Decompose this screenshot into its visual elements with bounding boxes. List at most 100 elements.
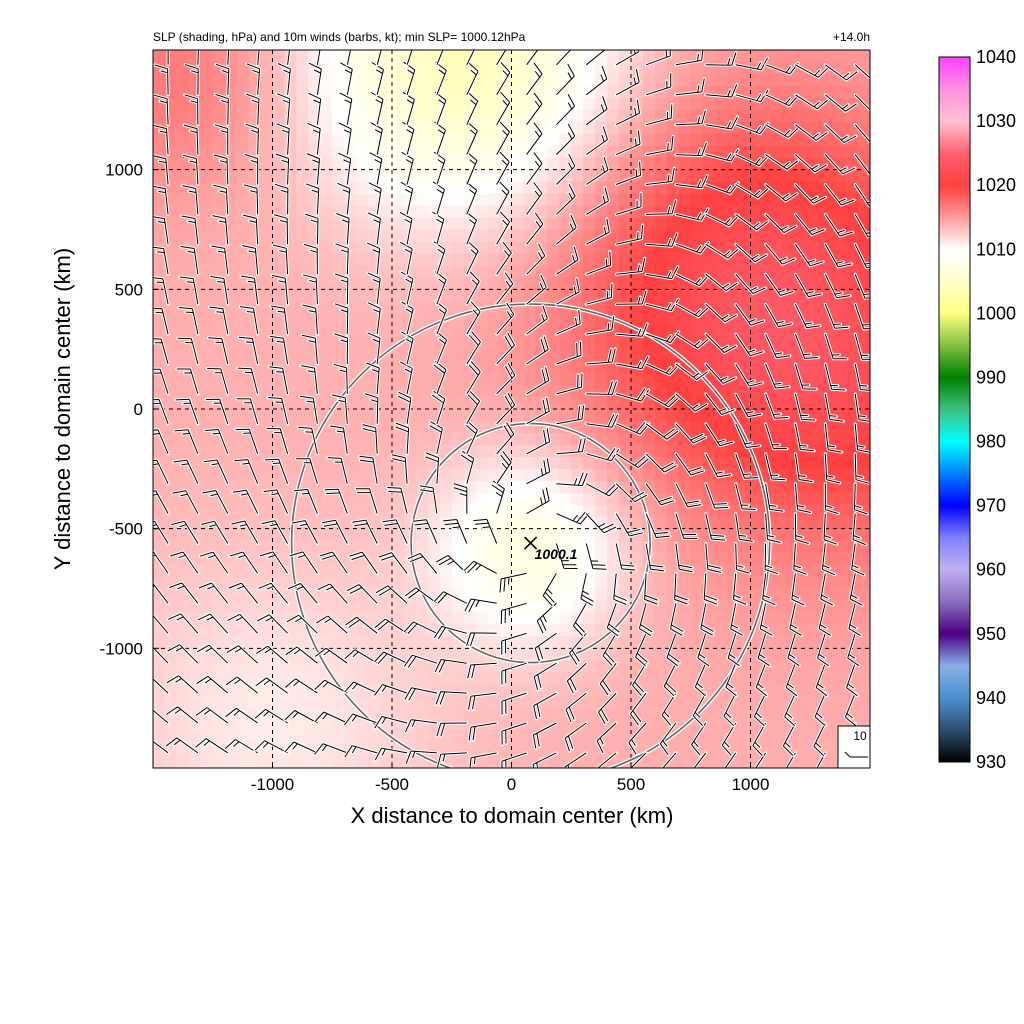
wind-barb xyxy=(473,518,498,544)
wind-barb xyxy=(469,752,497,768)
wind-barb xyxy=(255,677,288,694)
wind-barb xyxy=(272,244,289,275)
wind-barb xyxy=(735,423,761,448)
wind-barb xyxy=(566,662,587,694)
wind-barb xyxy=(526,336,549,365)
wind-barb xyxy=(382,519,408,544)
wind-barb xyxy=(208,337,229,365)
wind-barb xyxy=(336,213,350,245)
wind-barb xyxy=(374,651,408,665)
wind-barb xyxy=(172,490,199,514)
wind-barb xyxy=(735,333,764,357)
wind-barb xyxy=(374,716,408,729)
wind-barb xyxy=(402,91,415,125)
wind-barb xyxy=(580,573,594,606)
wind-barb xyxy=(202,490,229,514)
wind-barb xyxy=(854,94,870,111)
wind-barb xyxy=(824,333,847,360)
y-tick-label: 0 xyxy=(134,400,143,419)
wind-barb xyxy=(496,332,515,365)
wind-barb xyxy=(501,722,527,745)
wind-barb xyxy=(824,124,857,144)
wind-barb xyxy=(646,200,677,215)
wind-barb xyxy=(204,429,229,454)
wind-barb xyxy=(645,73,672,96)
wind-barb xyxy=(271,274,289,305)
wind-barb xyxy=(239,306,259,335)
wind-barb xyxy=(293,489,318,514)
wind-barb xyxy=(183,124,199,155)
wind-barb xyxy=(755,663,768,697)
wind-barb xyxy=(735,213,768,231)
wind-barb xyxy=(153,399,169,424)
wind-barb xyxy=(703,573,718,605)
wind-barb xyxy=(556,405,585,425)
wind-barb xyxy=(705,52,737,66)
wind-barb xyxy=(645,104,673,126)
wind-barb xyxy=(675,483,702,508)
wind-barb xyxy=(735,184,769,199)
colorbar-tick-label: 940 xyxy=(976,688,1006,708)
wind-barb xyxy=(359,455,378,484)
wind-barb xyxy=(733,573,747,605)
wind-barb xyxy=(319,551,348,574)
wind-barb xyxy=(542,573,557,607)
wind-barb xyxy=(705,116,738,130)
wind-barb xyxy=(824,94,857,112)
wind-barb xyxy=(433,151,446,185)
wind-barb xyxy=(675,273,709,287)
wind-barb xyxy=(214,124,229,155)
wind-barb xyxy=(854,363,870,391)
wind-barb xyxy=(555,543,578,569)
wind-barb xyxy=(307,122,321,155)
wind-barb xyxy=(199,551,229,574)
wind-barb xyxy=(228,582,259,604)
wind-barb xyxy=(725,663,737,697)
wind-barb xyxy=(405,750,437,764)
y-tick-label: -1000 xyxy=(100,639,143,658)
wind-barb xyxy=(232,489,259,514)
wind-barb xyxy=(735,453,759,479)
wind-barb xyxy=(226,645,259,664)
wind-barb xyxy=(854,64,870,79)
wind-barb xyxy=(367,212,381,245)
wind-barb xyxy=(854,124,870,143)
wind-barb xyxy=(314,711,348,724)
wind-barb xyxy=(225,707,258,724)
wind-barb xyxy=(268,397,289,424)
wind-barb xyxy=(556,373,583,395)
wind-barb xyxy=(165,737,199,754)
wind-barb xyxy=(526,458,551,485)
wind-barb xyxy=(532,722,557,749)
wind-barb xyxy=(315,615,348,634)
wind-barb xyxy=(616,323,648,337)
wind-barb xyxy=(723,692,737,727)
wind-barb xyxy=(854,453,870,484)
wind-barb xyxy=(329,425,348,454)
colorbar-tick-label: 980 xyxy=(976,432,1006,452)
wind-barb xyxy=(556,438,586,455)
wind-barb xyxy=(302,274,318,305)
wind-barb xyxy=(175,398,199,424)
wind-barb xyxy=(675,303,709,318)
wind-barb xyxy=(586,381,617,395)
wind-barb xyxy=(615,483,648,503)
wind-barb xyxy=(327,457,348,484)
wind-barb xyxy=(854,393,870,422)
wind-barb xyxy=(556,310,581,335)
wind-barb xyxy=(284,678,318,694)
wind-barb xyxy=(616,356,649,370)
wind-barb xyxy=(526,487,550,515)
wind-barb xyxy=(335,243,349,275)
range-ring xyxy=(410,422,651,664)
wind-barb xyxy=(364,393,379,424)
wind-barb xyxy=(586,414,619,428)
wind-barb xyxy=(536,602,557,634)
wind-barb xyxy=(526,243,546,275)
wind-barb xyxy=(387,487,408,514)
wind-barb xyxy=(333,363,348,394)
wind-barb xyxy=(765,154,799,170)
wind-barb xyxy=(586,126,608,156)
wind-barb xyxy=(499,572,527,593)
wind-barb xyxy=(183,154,199,185)
